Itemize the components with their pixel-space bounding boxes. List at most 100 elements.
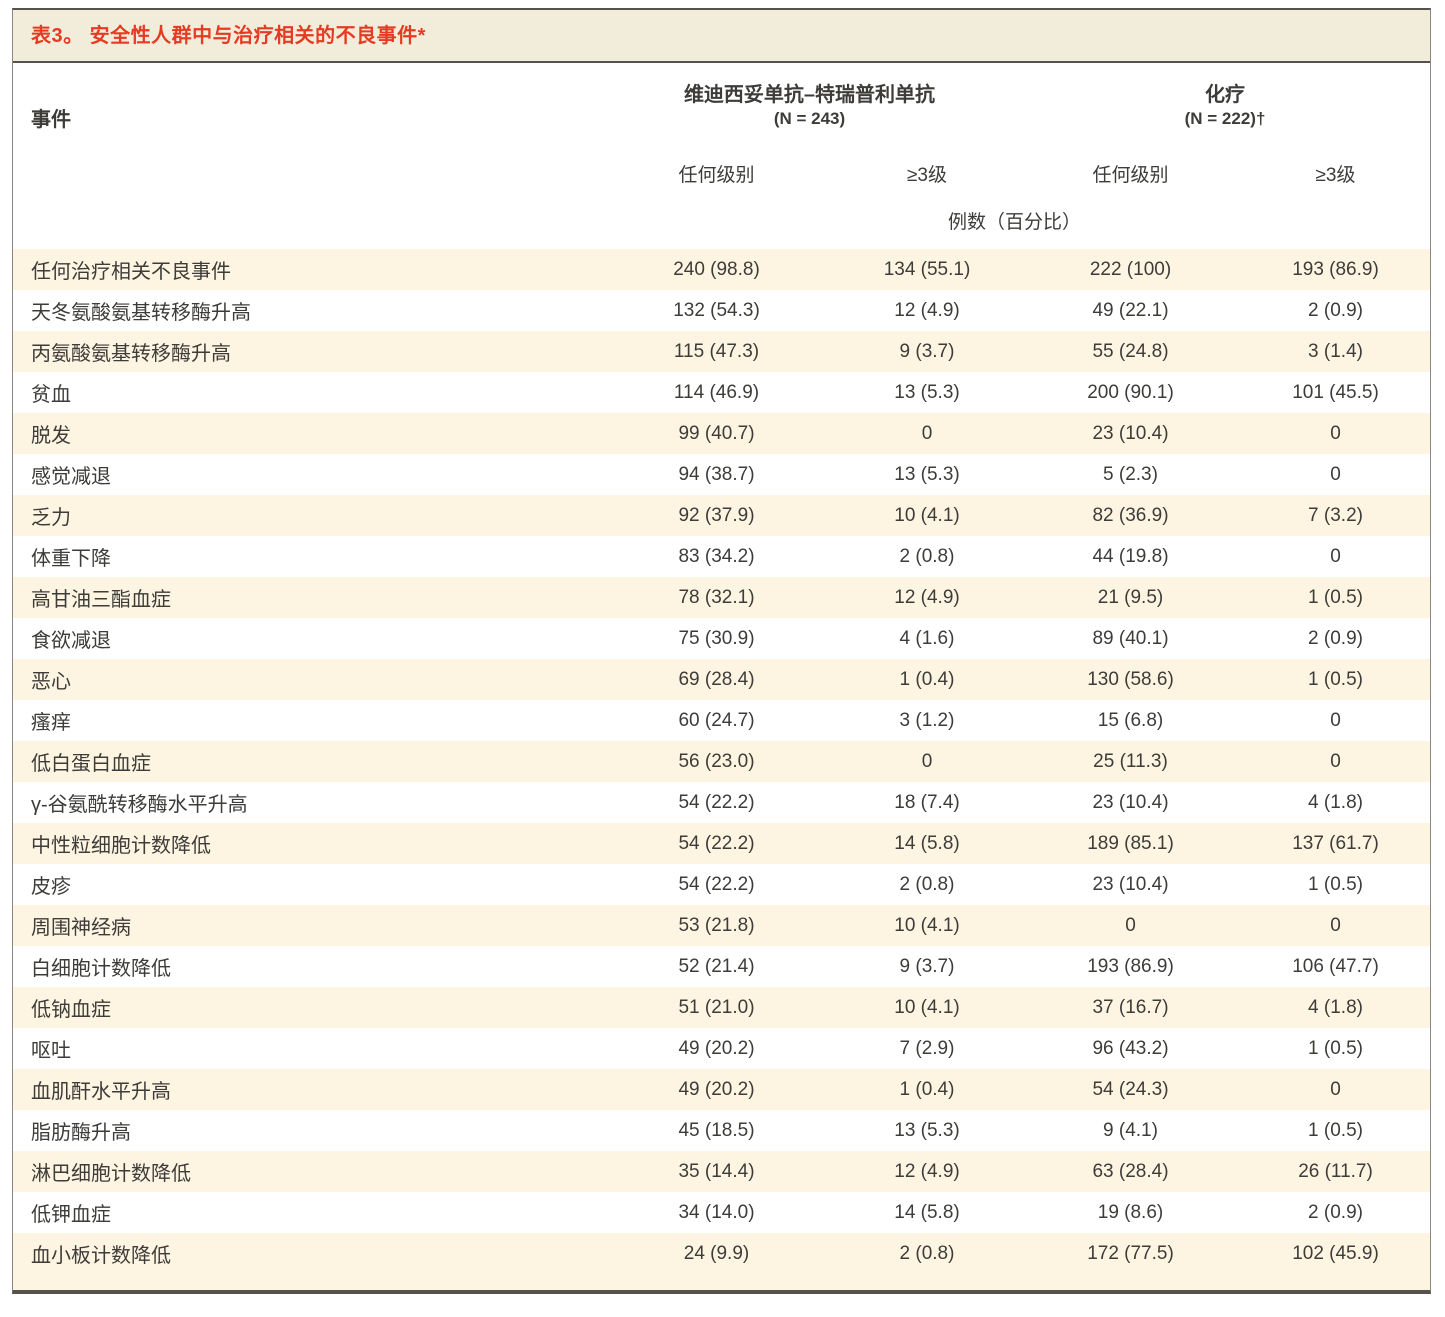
value-cell: 24 (9.9): [683, 1242, 750, 1264]
value-cell: 3 (1.4): [1308, 340, 1363, 362]
event-cell: 血肌酐水平升高: [31, 1081, 171, 1103]
value-cell: 44 (19.8): [1092, 545, 1169, 567]
value-cell: 0: [1330, 750, 1341, 772]
value-cell: 102 (45.9): [1292, 1242, 1379, 1264]
value-cell: 1 (0.5): [1308, 668, 1363, 690]
value-cell: 172 (77.5): [1087, 1242, 1174, 1264]
value-cell: 92 (37.9): [678, 504, 755, 526]
group-name: 维迪西妥单抗–特瑞普利单抗: [683, 84, 936, 106]
value-cell: 200 (90.1): [1087, 381, 1174, 403]
value-cell: 2 (0.8): [899, 545, 955, 567]
event-cell: 丙氨酸氨基转移酶升高: [31, 343, 231, 365]
event-cell: 淋巴细胞计数降低: [31, 1163, 191, 1185]
value-cell: 9 (3.7): [899, 955, 955, 977]
table-row: 白细胞计数降低 52 (21.4) 9 (3.7) 193 (86.9) 106 (47…: [13, 946, 1430, 987]
subheader-grade3-plus: ≥3级: [1315, 165, 1356, 186]
event-cell: 低钾血症: [31, 1204, 111, 1226]
value-cell: 0: [1330, 422, 1341, 444]
value-cell: 35 (14.4): [678, 1160, 755, 1182]
value-cell: 89 (40.1): [1092, 627, 1169, 649]
value-cell: 1 (0.5): [1308, 1037, 1363, 1059]
event-cell: 脂肪酶升高: [31, 1122, 131, 1144]
adverse-events-table: 事件 维迪西妥单抗–特瑞普利单抗 (N = 243) 化疗 (N = 222)†…: [13, 63, 1431, 1290]
value-cell: 83 (34.2): [678, 545, 755, 567]
table-row: 低钠血症 51 (21.0) 10 (4.1) 37 (16.7) 4 (1.8): [13, 987, 1431, 1028]
value-cell: 14 (5.8): [894, 1201, 960, 1223]
table-row: 淋巴细胞计数降低 35 (14.4) 12 (4.9) 63 (28.4) 26 (11…: [13, 1151, 1431, 1192]
value-cell: 12 (4.9): [894, 586, 960, 608]
value-cell: 34 (14.0): [678, 1201, 755, 1223]
table-row: 瘙痒 60 (24.7) 3 (1.2) 15 (6.8) 0: [13, 700, 1430, 741]
table-title: 表3。 安全性人群中与治疗相关的不良事件*: [13, 10, 1430, 63]
value-cell: 101 (45.5): [1292, 381, 1379, 403]
table-row: 恶心 69 (28.4) 1 (0.4) 130 (58.6) 1 (0.5): [13, 659, 1431, 700]
table-row: 高甘油三酯血症 78 (32.1) 12 (4.9) 21 (9.5) 1 (0.5): [13, 577, 1431, 618]
event-cell: 瘙痒: [31, 712, 71, 734]
event-cell: 乏力: [31, 507, 71, 529]
spacer-cell: [13, 1274, 1431, 1290]
group-name: 化疗: [1205, 84, 1245, 106]
value-cell: 49 (20.2): [678, 1037, 755, 1059]
table-row: 贫血 114 (46.9) 13 (5.3) 200 (90.1) 101 (45.5): [13, 372, 1430, 413]
value-cell: 12 (4.9): [894, 1160, 960, 1182]
event-cell: 体重下降: [31, 548, 111, 570]
value-cell: 54 (22.2): [678, 791, 755, 813]
table-header: 事件 维迪西妥单抗–特瑞普利单抗 (N = 243) 化疗 (N = 222)†…: [13, 63, 1430, 249]
table-row: 低钾血症 34 (14.0) 14 (5.8) 19 (8.6) 2 (0.9): [13, 1192, 1430, 1233]
table-row: 低白蛋白血症 56 (23.0) 0 25 (11.3) 0: [13, 741, 1431, 782]
value-cell: 193 (86.9): [1087, 955, 1174, 977]
value-cell: 1 (0.5): [1308, 586, 1363, 608]
group-n-count: (N = 222)†: [1184, 109, 1266, 128]
table-row: 丙氨酸氨基转移酶升高 115 (47.3) 9 (3.7) 55 (24.8) 3 (1…: [13, 331, 1431, 372]
value-cell: 0: [1125, 914, 1136, 936]
value-cell: 21 (9.5): [1097, 586, 1164, 608]
value-cell: 1 (0.4): [899, 668, 955, 690]
value-cell: 13 (5.3): [894, 1119, 960, 1141]
event-cell: γ-谷氨酰转移酶水平升高: [31, 794, 248, 816]
value-cell: 78 (32.1): [678, 586, 755, 608]
table-row: 血肌酐水平升高 49 (20.2) 1 (0.4) 54 (24.3) 0: [13, 1069, 1431, 1110]
value-cell: 45 (18.5): [678, 1119, 755, 1141]
column-header-event: 事件: [31, 109, 71, 131]
value-cell: 49 (22.1): [1092, 299, 1169, 321]
value-cell: 130 (58.6): [1087, 668, 1174, 690]
group-n-count: (N = 243): [773, 109, 846, 128]
value-cell: 189 (85.1): [1087, 832, 1174, 854]
value-cell: 19 (8.6): [1097, 1201, 1164, 1223]
table-row: 乏力 92 (37.9) 10 (4.1) 82 (36.9) 7 (3.2): [13, 495, 1431, 536]
value-cell: 0: [921, 750, 933, 772]
value-cell: 60 (24.7): [678, 709, 755, 731]
event-cell: 任何治疗相关不良事件: [31, 261, 231, 283]
event-cell: 低白蛋白血症: [31, 753, 151, 775]
value-cell: 193 (86.9): [1292, 258, 1379, 280]
value-cell: 0: [1330, 914, 1341, 936]
value-cell: 10 (4.1): [894, 504, 960, 526]
value-cell: 2 (0.9): [1308, 299, 1363, 321]
value-cell: 115 (47.3): [673, 340, 760, 362]
value-cell: 53 (21.8): [678, 914, 755, 936]
subheader-any-grade: 任何级别: [678, 165, 755, 186]
value-cell: 7 (3.2): [1308, 504, 1363, 526]
table-row: 脱发 99 (40.7) 0 23 (10.4) 0: [13, 413, 1431, 454]
value-cell: 96 (43.2): [1092, 1037, 1169, 1059]
value-cell: 63 (28.4): [1092, 1160, 1169, 1182]
value-cell: 14 (5.8): [894, 832, 960, 854]
value-cell: 2 (0.9): [1308, 1201, 1363, 1223]
event-cell: 低钠血症: [31, 999, 111, 1021]
value-cell: 51 (21.0): [678, 996, 755, 1018]
value-cell: 2 (0.8): [899, 1242, 955, 1264]
event-cell: 贫血: [31, 384, 71, 406]
event-cell: 感觉减退: [31, 466, 111, 488]
value-cell: 99 (40.7): [678, 422, 755, 444]
table-row: 食欲减退 75 (30.9) 4 (1.6) 89 (40.1) 2 (0.9): [13, 618, 1430, 659]
value-cell: 23 (10.4): [1092, 422, 1169, 444]
table-row: 天冬氨酸氨基转移酶升高 132 (54.3) 12 (4.9) 49 (22.1) 2 …: [13, 290, 1430, 331]
value-cell: 23 (10.4): [1092, 791, 1169, 813]
value-cell: 137 (61.7): [1292, 832, 1379, 854]
value-cell: 18 (7.4): [894, 791, 960, 813]
value-cell: 0: [1330, 709, 1341, 731]
value-cell: 0: [1330, 1078, 1341, 1100]
group-header-row: 事件 维迪西妥单抗–特瑞普利单抗 (N = 243) 化疗 (N = 222)†: [13, 63, 1430, 151]
table-row: 中性粒细胞计数降低 54 (22.2) 14 (5.8) 189 (85.1) 137 …: [13, 823, 1431, 864]
